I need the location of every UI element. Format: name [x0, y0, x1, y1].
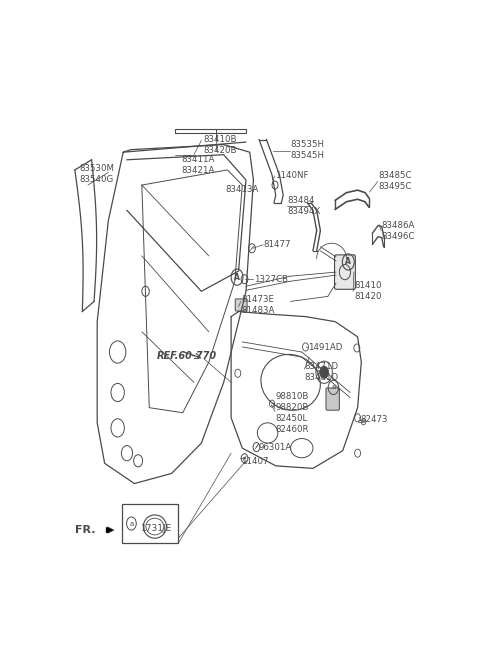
Text: A: A	[234, 273, 240, 282]
Text: a: a	[331, 384, 336, 390]
Text: 96301A: 96301A	[259, 443, 292, 451]
Text: 83413A: 83413A	[226, 185, 259, 194]
Text: 1731JE: 1731JE	[141, 524, 172, 533]
Text: 81477: 81477	[264, 240, 291, 249]
Text: 81473E
81483A: 81473E 81483A	[241, 295, 275, 315]
Circle shape	[320, 366, 329, 378]
FancyBboxPatch shape	[335, 255, 355, 289]
FancyBboxPatch shape	[326, 388, 339, 410]
Text: 11407: 11407	[241, 457, 268, 466]
Text: 83471D
83481D: 83471D 83481D	[305, 362, 339, 382]
Text: 1140NF: 1140NF	[275, 171, 309, 181]
Text: 83486A
83496C: 83486A 83496C	[382, 221, 415, 240]
Text: a: a	[129, 520, 133, 526]
Text: 82473: 82473	[360, 415, 388, 424]
Text: 83530M
83540G: 83530M 83540G	[79, 164, 114, 184]
Text: 83411A
83421A: 83411A 83421A	[181, 155, 215, 175]
Text: 83484
83494X: 83484 83494X	[287, 196, 320, 216]
Bar	[122, 504, 178, 543]
Text: A: A	[346, 258, 351, 267]
Text: 83535H
83545H: 83535H 83545H	[290, 140, 324, 160]
Text: 1491AD: 1491AD	[309, 344, 343, 352]
FancyBboxPatch shape	[235, 299, 247, 311]
Text: 81410
81420: 81410 81420	[354, 281, 382, 302]
Text: REF.60-770: REF.60-770	[156, 351, 217, 361]
Text: 1327CB: 1327CB	[254, 275, 288, 284]
Text: 98810B
98820B
82450L
82460R: 98810B 98820B 82450L 82460R	[276, 392, 309, 434]
Text: FR.: FR.	[75, 525, 96, 535]
Text: 83485C
83495C: 83485C 83495C	[378, 171, 411, 191]
Text: 83410B
83420B: 83410B 83420B	[203, 135, 237, 154]
